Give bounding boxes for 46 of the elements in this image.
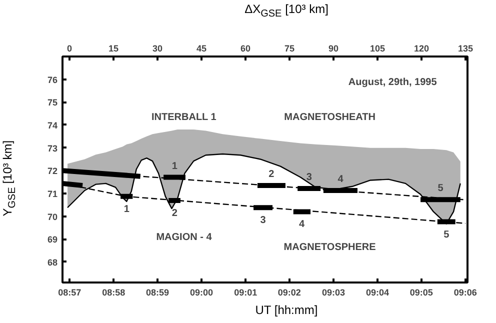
- x2-tick-label: 90: [328, 44, 338, 54]
- y-tick-label: 71: [47, 188, 58, 199]
- annotation: 2: [268, 168, 275, 180]
- x2-tick-label: 15: [108, 44, 119, 54]
- y-tick-label: 70: [47, 212, 58, 222]
- annotation: 1: [172, 160, 178, 172]
- annotation: MAGION - 4: [156, 232, 212, 243]
- y-tick-label: 68: [47, 257, 58, 268]
- annotation: 3: [260, 215, 266, 226]
- annotation: 5: [444, 229, 450, 240]
- annotation: 1: [124, 204, 130, 215]
- y-tick-label: 73: [47, 143, 58, 154]
- annotation: MAGNETOSHEATH: [284, 112, 376, 124]
- annotation: MAGNETOSPHERE: [284, 242, 376, 253]
- x-tick-label: 08:59: [146, 288, 170, 298]
- x2-tick-label: 0: [67, 44, 72, 54]
- annotation: 2: [172, 208, 178, 220]
- x-tick-label: 09:01: [234, 288, 258, 298]
- x2-tick-label: 30: [152, 44, 163, 54]
- x2-tick-label: 105: [370, 44, 385, 54]
- x2-tick-label: 60: [240, 44, 251, 54]
- x-tick-label: 09:00: [190, 288, 214, 298]
- x-tick-label: 09:06: [454, 288, 477, 298]
- x-tick-label: 08:57: [58, 288, 82, 298]
- x-tick-label: 09:05: [410, 288, 433, 298]
- annotation: 5: [438, 183, 444, 194]
- x-tick-label: 09:03: [322, 288, 345, 298]
- annotation: August, 29th, 1995: [348, 76, 438, 88]
- annotation: 3: [306, 172, 312, 183]
- y-tick-label: 75: [47, 98, 58, 108]
- x2-tick-label: 120: [414, 44, 429, 54]
- y-tick-label: 76: [47, 74, 58, 85]
- x-tick-label: 08:58: [102, 288, 126, 298]
- x2-tick-label: 45: [196, 44, 207, 54]
- x-axis-title: UT [hh:mm]: [254, 302, 319, 319]
- y-tick-label: 72: [47, 166, 58, 176]
- annotation: 4: [299, 219, 306, 230]
- x-tick-label: 09:04: [366, 288, 390, 298]
- x2-axis-title: ΔX$_{GSE}$ [10³ km]: [244, 1, 330, 22]
- y-tick-label: 69: [47, 234, 58, 245]
- x-tick-label: 09:02: [278, 288, 301, 298]
- annotation: 4: [338, 174, 344, 185]
- x2-tick-label: 75: [284, 44, 294, 54]
- y-tick-label: 74: [47, 120, 58, 130]
- x2-tick-label: 135: [458, 44, 473, 54]
- annotation: INTERBALL 1: [152, 112, 217, 124]
